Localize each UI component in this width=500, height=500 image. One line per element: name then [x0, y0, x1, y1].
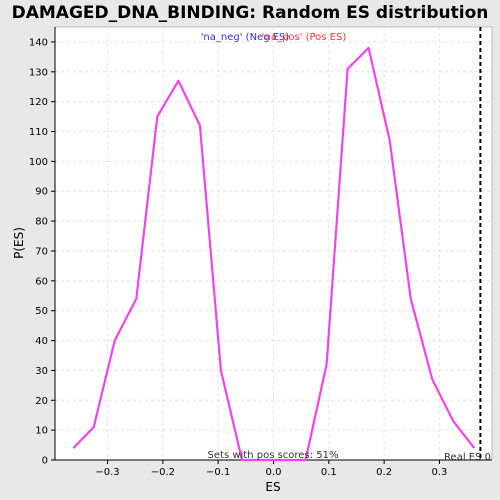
y-tick-label: 0	[42, 456, 48, 467]
x-tick-label: 0.3	[431, 467, 447, 478]
x-axis-label: ES	[265, 480, 280, 494]
y-tick-label: 80	[35, 217, 48, 228]
y-tick-label: 70	[35, 246, 48, 257]
x-tick-label: −0.3	[95, 467, 119, 478]
chart-title: DAMAGED_DNA_BINDING: Random ES distribut…	[12, 3, 489, 23]
x-tick-label: −0.2	[151, 467, 175, 478]
grid-lines	[55, 27, 492, 461]
real-es-label: Real ES 0	[444, 452, 491, 463]
y-tick-label: 110	[29, 127, 48, 138]
y-axis-label: P(ES)	[12, 227, 26, 259]
x-tick-label: 0.0	[266, 467, 282, 478]
y-tick-label: 90	[35, 187, 48, 198]
x-tick-label: −0.1	[206, 467, 230, 478]
legend-entry-pos: 'na_pos' (Pos ES)	[262, 32, 347, 43]
y-tick-label: 120	[29, 97, 48, 108]
legend-entry-neg: 'na_neg' (Neg ES)	[201, 32, 290, 43]
y-tick-label: 130	[29, 67, 48, 78]
y-tick-label: 10	[35, 426, 48, 437]
x-ticks: −0.3 −0.2 −0.1 0.0 0.1 0.2 0.3	[95, 460, 447, 478]
y-tick-label: 50	[35, 306, 48, 317]
y-tick-label: 40	[35, 336, 48, 347]
y-tick-label: 20	[35, 396, 48, 407]
y-tick-label: 60	[35, 276, 48, 287]
y-tick-label: 140	[29, 37, 48, 48]
pos-scores-annotation: Sets with pos scores: 51%	[208, 450, 339, 461]
x-tick-label: 0.2	[376, 467, 392, 478]
y-tick-label: 30	[35, 366, 48, 377]
y-tick-label: 100	[29, 157, 48, 168]
series-lines	[72, 46, 476, 462]
series-line	[72, 46, 476, 462]
y-ticks: 0 10 20 30 40 50 60 70 80 90 100 110 120 130 140	[29, 37, 55, 467]
x-tick-label: 0.1	[321, 467, 337, 478]
